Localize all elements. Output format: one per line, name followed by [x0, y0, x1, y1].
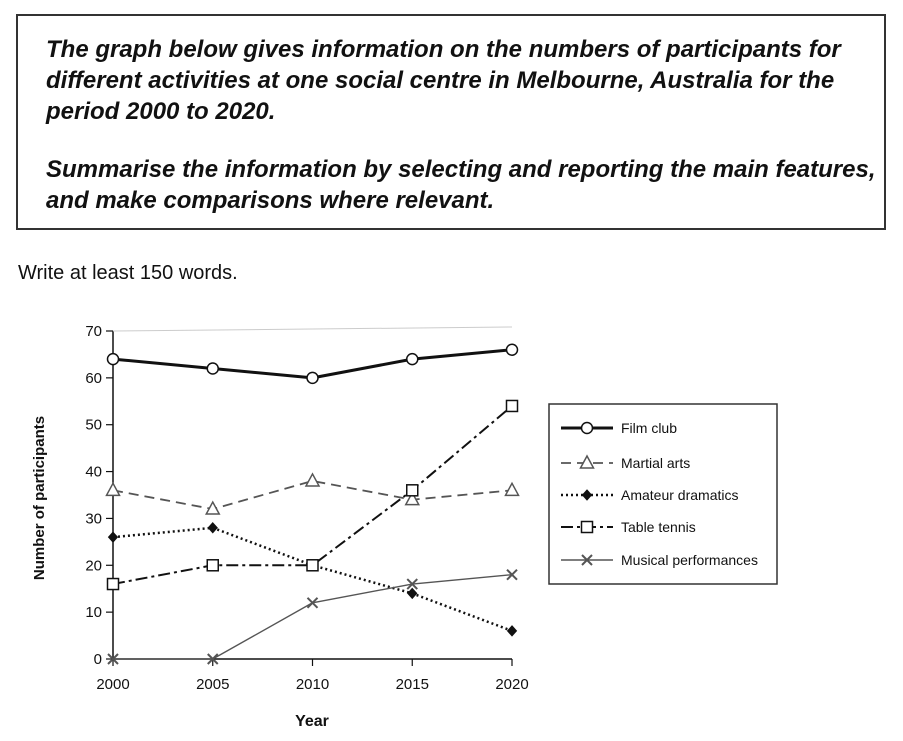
- data-point: [407, 587, 418, 600]
- y-tick-label: 70: [85, 323, 102, 340]
- legend-marker: [579, 454, 595, 469]
- series-line: [112, 526, 513, 633]
- legend-marker: [581, 489, 593, 501]
- data-point: [406, 578, 418, 590]
- x-tick-label: 2000: [96, 676, 129, 693]
- y-axis-label: Number of participants: [31, 416, 48, 580]
- legend-marker: [580, 421, 594, 435]
- data-point: [406, 352, 419, 366]
- data-point: [206, 362, 219, 375]
- data-point: [207, 522, 218, 534]
- legend-label: Table tennis: [621, 519, 696, 535]
- y-tick-label: 50: [85, 417, 102, 434]
- series-line: [112, 480, 513, 510]
- plot-top-edge: [112, 326, 513, 332]
- data-point: [304, 472, 321, 487]
- series-martial-arts: [105, 472, 520, 515]
- data-point: [306, 559, 319, 572]
- y-tick-label: 60: [85, 370, 102, 387]
- data-point: [505, 399, 519, 413]
- task-instruction: Summarise the information by selecting a…: [46, 156, 876, 214]
- series-line: [113, 573, 513, 660]
- y-tick-label: 30: [85, 510, 102, 527]
- series-table-tennis: [106, 399, 519, 591]
- data-point: [306, 597, 319, 609]
- legend-marker: [581, 554, 593, 566]
- x-tick-label: 2015: [396, 676, 429, 693]
- series-line: [112, 405, 513, 586]
- data-point: [306, 371, 319, 385]
- chart-series: [105, 343, 520, 665]
- task-prompt-box: The graph below gives information on the…: [16, 14, 886, 230]
- data-point: [106, 352, 120, 366]
- data-point: [505, 343, 519, 356]
- chart-axes: 0 10 20 30 40 50 60 70 2000 2005 2010 2015 2020: [85, 323, 528, 693]
- legend-label: Amateur dramatics: [621, 487, 738, 503]
- data-point: [506, 568, 518, 581]
- series-musical-performances: [107, 568, 518, 665]
- legend-label: Musical performances: [621, 552, 758, 568]
- data-point: [107, 531, 119, 543]
- x-tick-label: 2010: [296, 676, 329, 693]
- x-tick-label: 2005: [196, 676, 229, 693]
- y-tick-label: 20: [85, 557, 102, 574]
- y-tick-label: 40: [85, 464, 102, 481]
- data-point: [404, 491, 421, 506]
- data-point: [206, 559, 219, 572]
- data-point: [106, 577, 120, 591]
- y-tick-label: 0: [94, 651, 102, 668]
- data-point: [506, 625, 518, 637]
- word-count-instruction: Write at least 150 words.: [18, 262, 238, 284]
- data-point: [406, 484, 419, 497]
- data-point: [504, 481, 520, 497]
- chart-legend: Film club Martial arts Amateur dramatics Ta…: [548, 403, 778, 585]
- legend-marker: [580, 520, 594, 534]
- series-film-club: [106, 343, 519, 385]
- line-chart: 0 10 20 30 40 50 60 70 2000 2005 2010 2015 2020 Numb…: [31, 323, 778, 730]
- legend-label: Martial arts: [621, 455, 690, 471]
- data-point: [204, 500, 221, 515]
- legend-label: Film club: [621, 420, 677, 436]
- x-axis-label: Year: [295, 713, 329, 730]
- data-point: [105, 481, 121, 497]
- x-tick-label: 2020: [495, 676, 528, 693]
- y-tick-label: 10: [85, 604, 102, 621]
- data-point: [207, 653, 219, 665]
- task-description: The graph below gives information on the…: [46, 36, 841, 125]
- data-point: [107, 653, 119, 665]
